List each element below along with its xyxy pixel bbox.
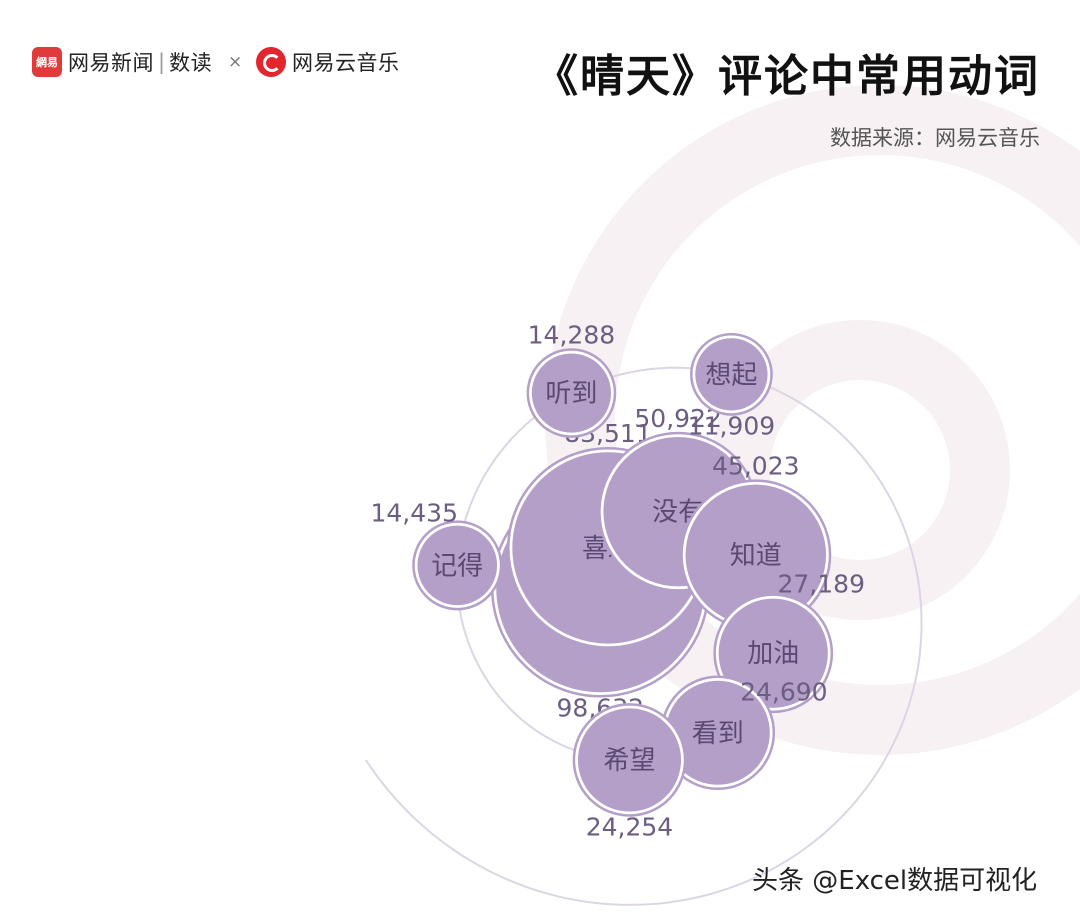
bubble-value: 50,922 — [634, 404, 721, 433]
bubble-6: 希望 24,254 — [572, 703, 687, 842]
shudu-name: 数读 — [169, 51, 213, 75]
netease-music-brand: 网易云音乐 — [256, 47, 400, 77]
data-source: 数据来源：网易云音乐 — [830, 126, 1040, 150]
netease-music-logo-icon — [256, 47, 286, 77]
bubble-label: 知道 — [730, 541, 782, 571]
bubble-circle — [718, 598, 828, 708]
bubble-label: 希望 — [603, 746, 655, 776]
bubble-circle — [685, 484, 827, 626]
bubble-value: 24,690 — [740, 677, 827, 706]
netease-news-logo: 網易 — [32, 47, 62, 77]
bubble-circle — [577, 708, 682, 812]
cross-symbol: × — [228, 52, 243, 72]
bubble-circle — [695, 338, 768, 411]
bubble-value: 11,909 — [688, 411, 775, 440]
bubble-9: 想起 11,909 — [688, 332, 775, 440]
bubble-circle — [665, 680, 770, 785]
bubble-3: 知道 45,023 — [680, 452, 832, 631]
bubble-value: 45,023 — [712, 452, 799, 481]
bubble-label: 想起 — [705, 360, 757, 390]
header: 網易 网易新闻 | 数读 × 网易云音乐 《晴天》评论中常用动词 数据来源：网易… — [0, 0, 1080, 170]
page-title: 《晴天》评论中常用动词 — [534, 51, 1040, 102]
bubble-value: 24,254 — [586, 813, 673, 842]
bubble-label: 记得 — [431, 551, 483, 581]
bubble-value: 14,288 — [528, 320, 615, 349]
netease-music-name: 网易云音乐 — [292, 51, 400, 75]
bubble-8: 听到 14,288 — [526, 320, 617, 438]
bubble-label: 看到 — [692, 719, 744, 749]
netease-news-brand: 網易 网易新闻 | 数读 — [32, 47, 212, 77]
bubble-layer: 打卡98,632喜欢83,511没有50,922知道45,023加油27,189… — [371, 320, 865, 841]
bubble-label: 加油 — [747, 639, 799, 669]
bubble-7: 记得 14,435 — [371, 499, 503, 611]
bubble-value: 14,435 — [371, 499, 458, 528]
bubble-label: 听到 — [545, 379, 597, 409]
bubble-circle — [417, 525, 498, 606]
bubble-5: 看到 24,690 — [660, 675, 828, 791]
brand-separator: | — [158, 50, 166, 74]
bubble-circle — [531, 353, 611, 433]
netease-news-name: 网易新闻 — [68, 51, 154, 75]
bubble-value: 27,189 — [778, 570, 865, 599]
watermark: 头条 @Excel数据可视化 — [752, 866, 1038, 896]
